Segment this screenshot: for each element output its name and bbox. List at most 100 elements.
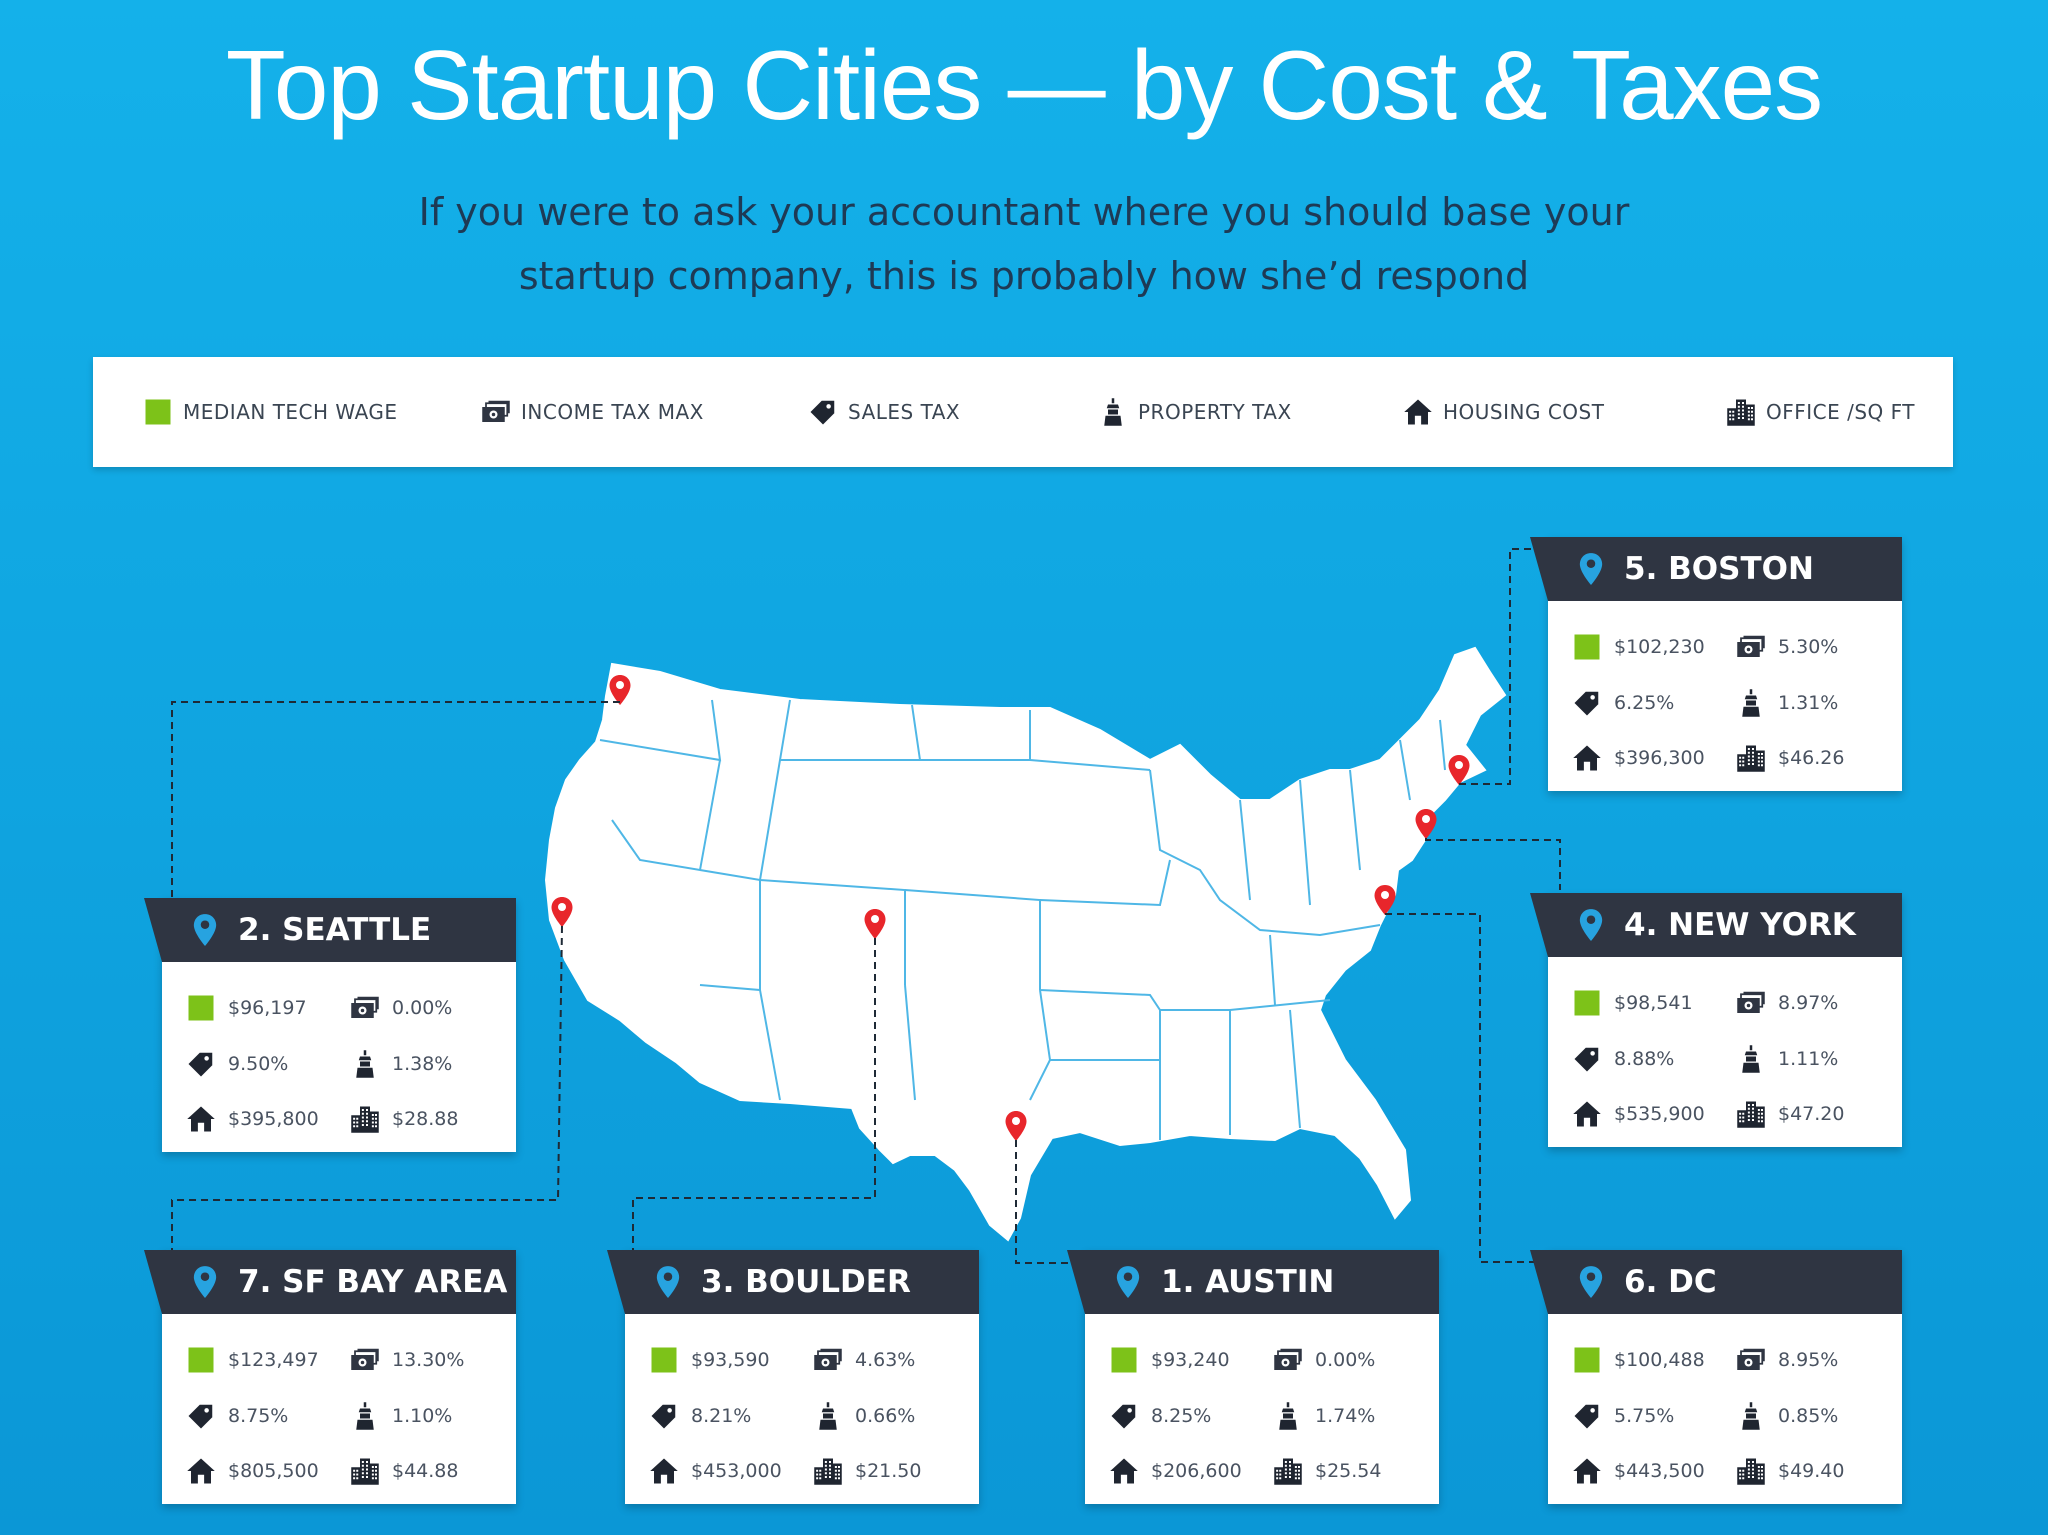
map-pin-icon (1578, 552, 1604, 586)
stat-office-sq-ft: $28.88 (350, 1102, 458, 1136)
green-square-icon (649, 1345, 679, 1375)
green-square-icon (1572, 1345, 1602, 1375)
card-stats: $102,230 5.30% 6.25% 1.31% $396,300 $46.… (1548, 601, 1902, 791)
tag-icon (1109, 1401, 1139, 1431)
city-card-austin: 1. AUSTIN $93,240 0.00% 8.25% 1.74% $206… (1067, 1250, 1439, 1504)
house-icon (186, 1104, 216, 1134)
legend-item-income-tax-max: INCOME TAX MAX (481, 357, 704, 467)
card-stats: $93,590 4.63% 8.21% 0.66% $453,000 $21.5… (625, 1314, 979, 1504)
legend-bar: MEDIAN TECH WAGE INCOME TAX MAX SALES TA… (93, 357, 1953, 467)
property-icon (813, 1401, 843, 1431)
stat-value: 1.11% (1778, 1048, 1839, 1070)
stat-housing-cost: $805,500 (186, 1454, 319, 1488)
page-title: Top Startup Cities — by Cost & Taxes (225, 30, 1823, 140)
page-subtitle: If you were to ask your accountant where… (324, 180, 1724, 308)
card-header: 7. SF BAY AREA (144, 1250, 516, 1314)
stat-value: $25.54 (1315, 1460, 1382, 1482)
stat-sales-tax: 8.21% (649, 1399, 751, 1433)
city-card-seattle: 2. SEATTLE $96,197 0.00% 9.50% 1.38% $39… (144, 898, 516, 1152)
map-pin-icon (1578, 908, 1604, 942)
stat-value: $96,197 (228, 997, 307, 1019)
stat-value: $46.26 (1778, 747, 1845, 769)
stat-property-tax: 0.66% (813, 1399, 915, 1433)
stat-median-tech-wage: $100,488 (1572, 1343, 1705, 1377)
stat-median-tech-wage: $93,240 (1109, 1343, 1230, 1377)
legend-label: PROPERTY TAX (1138, 400, 1292, 424)
stat-value: 8.25% (1151, 1405, 1212, 1427)
city-card-boston: 5. BOSTON $102,230 5.30% 6.25% 1.31% $39… (1530, 537, 1902, 791)
city-name: 3. BOULDER (701, 1264, 911, 1300)
stat-office-sq-ft: $46.26 (1736, 741, 1844, 775)
cash-icon (350, 993, 380, 1023)
us-map-shape (544, 646, 1507, 1242)
stat-value: $805,500 (228, 1460, 319, 1482)
stat-value: 8.21% (691, 1405, 752, 1427)
stat-value: $28.88 (392, 1108, 459, 1130)
city-card-dc: 6. DC $100,488 8.95% 5.75% 0.85% $443,50… (1530, 1250, 1902, 1504)
stat-value: 0.66% (855, 1405, 916, 1427)
stat-value: $453,000 (691, 1460, 782, 1482)
stat-property-tax: 1.31% (1736, 686, 1838, 720)
stat-value: $47.20 (1778, 1103, 1845, 1125)
house-icon (1572, 1456, 1602, 1486)
city-name: 6. DC (1624, 1264, 1717, 1300)
stat-income-tax-max: 0.00% (350, 991, 452, 1025)
buildings-icon (813, 1456, 843, 1486)
house-icon (1403, 397, 1433, 427)
stat-income-tax-max: 8.95% (1736, 1343, 1838, 1377)
stat-value: 8.97% (1778, 992, 1839, 1014)
tag-icon (1572, 688, 1602, 718)
property-icon (1273, 1401, 1303, 1431)
tag-icon (186, 1049, 216, 1079)
buildings-icon (1736, 1099, 1766, 1129)
green-square-icon (143, 397, 173, 427)
stat-sales-tax: 8.75% (186, 1399, 288, 1433)
stat-median-tech-wage: $93,590 (649, 1343, 770, 1377)
stat-value: $100,488 (1614, 1349, 1705, 1371)
stat-value: 0.00% (1315, 1349, 1376, 1371)
house-icon (1109, 1456, 1139, 1486)
map-pin-icon (1578, 1265, 1604, 1299)
card-header: 3. BOULDER (607, 1250, 979, 1314)
buildings-icon (350, 1104, 380, 1134)
cash-icon (1736, 988, 1766, 1018)
green-square-icon (186, 1345, 216, 1375)
stat-value: 1.74% (1315, 1405, 1376, 1427)
property-icon (1098, 397, 1128, 427)
house-icon (649, 1456, 679, 1486)
tag-icon (1572, 1044, 1602, 1074)
legend-item-sales-tax: SALES TAX (808, 357, 960, 467)
property-icon (350, 1049, 380, 1079)
stat-sales-tax: 5.75% (1572, 1399, 1674, 1433)
stat-median-tech-wage: $96,197 (186, 991, 307, 1025)
stat-office-sq-ft: $25.54 (1273, 1454, 1381, 1488)
legend-label: HOUSING COST (1443, 400, 1605, 424)
house-icon (186, 1456, 216, 1486)
card-header: 1. AUSTIN (1067, 1250, 1439, 1314)
city-card-sf-bay-area: 7. SF BAY AREA $123,497 13.30% 8.75% 1.1… (144, 1250, 516, 1504)
stat-value: $206,600 (1151, 1460, 1242, 1482)
map-pin-icon (192, 913, 218, 947)
city-name: 5. BOSTON (1624, 551, 1814, 587)
house-icon (1572, 743, 1602, 773)
card-header: 2. SEATTLE (144, 898, 516, 962)
map-pin-icon (655, 1265, 681, 1299)
buildings-icon (1273, 1456, 1303, 1486)
stat-housing-cost: $396,300 (1572, 741, 1705, 775)
legend-item-median-tech-wage: MEDIAN TECH WAGE (143, 357, 398, 467)
stat-median-tech-wage: $98,541 (1572, 986, 1693, 1020)
stat-value: 9.50% (228, 1053, 289, 1075)
card-stats: $93,240 0.00% 8.25% 1.74% $206,600 $25.5… (1085, 1314, 1439, 1504)
card-stats: $123,497 13.30% 8.75% 1.10% $805,500 $44… (162, 1314, 516, 1504)
stat-housing-cost: $453,000 (649, 1454, 782, 1488)
stat-sales-tax: 6.25% (1572, 686, 1674, 720)
city-name: 2. SEATTLE (238, 912, 432, 948)
buildings-icon (350, 1456, 380, 1486)
card-stats: $98,541 8.97% 8.88% 1.11% $535,900 $47.2… (1548, 957, 1902, 1147)
legend-label: SALES TAX (848, 400, 961, 424)
subtitle-line-1: If you were to ask your accountant where… (418, 190, 1630, 234)
stat-value: 5.75% (1614, 1405, 1675, 1427)
buildings-icon (1726, 397, 1756, 427)
stat-value: $21.50 (855, 1460, 922, 1482)
stat-value: 0.00% (392, 997, 453, 1019)
